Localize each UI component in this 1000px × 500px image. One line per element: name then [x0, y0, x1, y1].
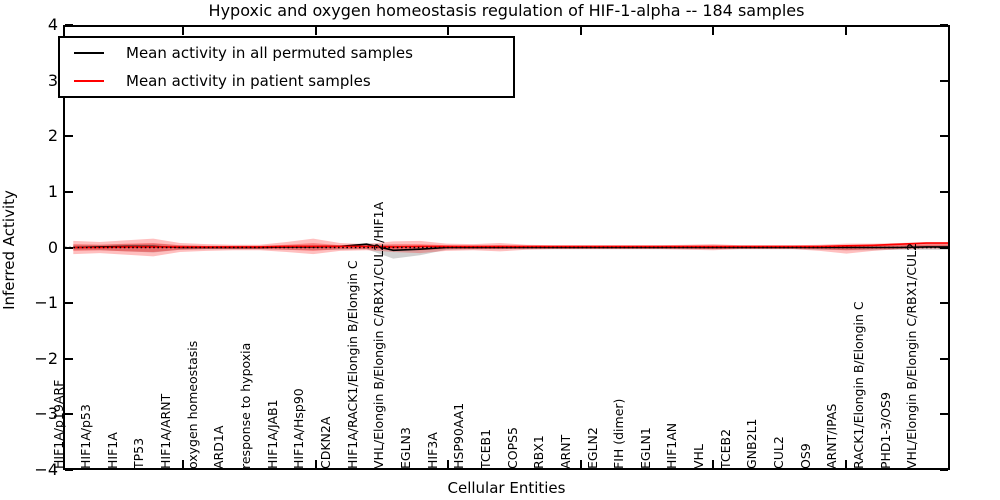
y-tick-label: −4 — [34, 460, 58, 479]
x-category-label: GNB2L1 — [744, 418, 760, 469]
x-category-label: oxygen homeostasis — [184, 340, 200, 469]
x-category-label: RBX1 — [531, 435, 547, 469]
chart-title: Hypoxic and oxygen homeostasis regulatio… — [208, 1, 805, 20]
x-category-label: CUL2 — [771, 436, 787, 469]
x-category-label: EGLN3 — [397, 427, 413, 469]
x-axis-label: Cellular Entities — [447, 479, 566, 497]
legend: Mean activity in all permuted samples Me… — [58, 36, 515, 98]
y-tick-label: 2 — [47, 126, 58, 146]
y-tick-right — [940, 190, 948, 193]
x-tick-bottom — [447, 460, 449, 468]
x-category-label: response to hypoxia — [237, 342, 253, 469]
x-tick-bottom — [712, 460, 714, 468]
y-tick-label: −3 — [34, 404, 58, 424]
x-tick-top — [314, 27, 317, 35]
y-tick-left — [65, 357, 73, 360]
y-tick-left — [65, 135, 73, 138]
x-category-label: HIF1A/Hsp90 — [291, 388, 307, 469]
x-tick-top — [712, 27, 714, 35]
x-category-label: EGLN1 — [637, 427, 653, 469]
x-category-label: HIF1AN — [664, 422, 680, 469]
x-category-label: VHL — [691, 444, 707, 469]
x-category-label: ARD1A — [211, 425, 227, 469]
patient-mean-line — [73, 242, 948, 249]
x-tick-bottom — [579, 460, 582, 468]
y-tick-right — [940, 246, 948, 249]
y-tick-label: 4 — [47, 15, 58, 34]
legend-item-label: Mean activity in patient samples — [126, 72, 371, 90]
x-category-label: CDKN2A — [317, 416, 333, 469]
y-tick-right — [940, 413, 948, 416]
y-tick-left — [65, 302, 73, 305]
y-tick-right — [940, 469, 948, 471]
y-tick-right — [940, 357, 948, 360]
x-category-label: HIF1A — [104, 432, 120, 469]
x-category-label: HIF1A/p53 — [77, 404, 93, 469]
x-category-label: EGLN2 — [584, 427, 600, 469]
legend-item-permuted: Mean activity in all permuted samples — [60, 40, 513, 66]
x-category-label: HIF1A/RACK1/Elongin B/Elongin C — [344, 260, 360, 469]
x-tick-bottom — [314, 460, 317, 468]
y-tick-label: 3 — [47, 70, 58, 90]
y-tick-right — [940, 24, 948, 26]
x-category-label: VHL/Elongin B/Elongin C/RBX1/CUL2 — [904, 242, 920, 469]
y-tick-left — [65, 246, 73, 249]
x-category-label: ARNT/IPAS — [824, 403, 840, 469]
x-category-label: OS9 — [797, 443, 813, 469]
x-tick-bottom — [844, 460, 847, 468]
x-category-label: HIF1A/ARNT — [157, 393, 173, 469]
y-tick-right — [940, 302, 948, 305]
y-tick-label: −1 — [34, 293, 58, 313]
legend-item-label: Mean activity in all permuted samples — [126, 44, 413, 62]
x-category-label: HIF1A/p19ARF — [51, 379, 67, 469]
y-tick-left — [65, 24, 73, 26]
x-tick-top — [182, 27, 184, 35]
y-tick-right — [940, 79, 948, 82]
legend-item-patient: Mean activity in patient samples — [60, 68, 513, 94]
x-category-label: HIF1A/JAB1 — [264, 399, 280, 469]
y-axis-label: Inferred Activity — [0, 190, 18, 310]
y-tick-left — [65, 190, 73, 193]
x-category-label: VHL/Elongin B/Elongin C/RBX1/CUL2/HIF1A — [371, 201, 387, 469]
x-tick-top — [844, 27, 847, 35]
x-category-label: HIF3A — [424, 432, 440, 469]
y-tick-label: −2 — [34, 348, 58, 368]
x-category-label: TCEB1 — [477, 428, 493, 469]
permuted-line-swatch — [74, 52, 104, 54]
patient-line-swatch — [74, 80, 104, 82]
plot-area — [63, 25, 950, 470]
x-tick-bottom — [182, 460, 184, 468]
x-category-label: FIH (dimer) — [611, 398, 627, 469]
x-tick-top — [579, 27, 582, 35]
x-category-label: COPS5 — [504, 427, 520, 469]
x-category-label: RACK1/Elongin B/Elongin C — [851, 301, 867, 469]
x-category-label: HSP90AA1 — [451, 402, 467, 469]
x-category-label: TP53 — [131, 437, 147, 469]
y-tick-label: 1 — [47, 181, 58, 201]
y-tick-right — [940, 135, 948, 138]
x-tick-top — [447, 27, 449, 35]
y-tick-left — [65, 469, 73, 471]
x-category-label: TCEB2 — [717, 428, 733, 469]
x-category-label: PHD1-3/OS9 — [877, 392, 893, 469]
x-category-label: ARNT — [557, 434, 573, 469]
y-tick-left — [65, 413, 73, 416]
y-tick-label: 0 — [47, 237, 58, 257]
